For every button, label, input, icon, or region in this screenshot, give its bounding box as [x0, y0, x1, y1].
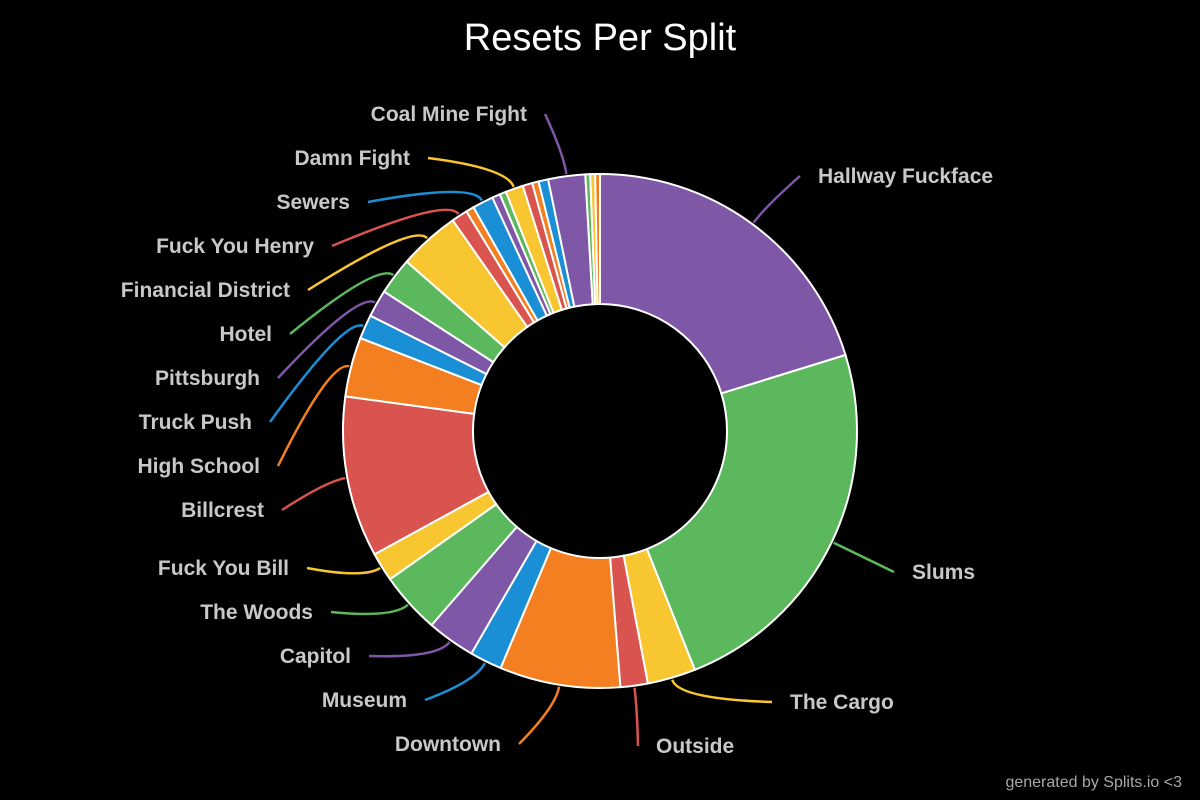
- leader-line-fuck-you-henry: [331, 208, 460, 248]
- slice-label-billcrest: Billcrest: [181, 499, 264, 522]
- slice-label-sewers: Sewers: [276, 191, 350, 214]
- leader-line-high-school: [276, 364, 350, 467]
- slice-label-hallway-fuckface: Hallway Fuckface: [818, 165, 993, 188]
- chart-labels: Hallway Fuckface Slums The Cargo Outside Dow…: [121, 103, 993, 758]
- leader-line-capitol: [368, 641, 451, 658]
- slice-label-hotel: Hotel: [220, 323, 273, 346]
- leader-line-fuck-you-bill: [306, 566, 381, 575]
- chart-title: Resets Per Split: [464, 17, 737, 59]
- leader-line-the-cargo: [671, 679, 773, 704]
- slice-label-capitol: Capitol: [280, 645, 351, 668]
- slice-label-truck-push: Truck Push: [139, 411, 252, 434]
- slice-hallway-fuckface: [599, 172, 847, 395]
- footer-credit: generated by Splits.io <3: [1005, 774, 1182, 791]
- leader-line-sewers: [367, 190, 484, 204]
- leader-line-pittsburgh: [277, 300, 376, 379]
- leader-line-hallway-fuckface: [752, 175, 801, 224]
- leader-line-downtown: [518, 686, 561, 745]
- leader-line-coal-mine-fight: [543, 113, 568, 175]
- slice-label-downtown: Downtown: [395, 733, 501, 756]
- leader-line-museum: [424, 662, 486, 702]
- slice-label-museum: Museum: [322, 689, 407, 712]
- slice-label-outside: Outside: [656, 735, 734, 758]
- leader-line-damn-fight: [427, 156, 515, 188]
- slice-label-financial-district: Financial District: [121, 279, 290, 302]
- leader-line-hotel: [289, 272, 395, 335]
- slice-unlabeled-27: [594, 172, 601, 306]
- slice-label-the-woods: The Woods: [200, 601, 313, 624]
- chart-leader-lines: [268, 113, 895, 747]
- leader-line-the-woods: [330, 603, 409, 616]
- leader-line-billcrest: [281, 476, 346, 512]
- chart-slices: [342, 172, 858, 689]
- slice-label-coal-mine-fight: Coal Mine Fight: [371, 103, 527, 126]
- slice-label-high-school: High School: [138, 455, 261, 478]
- leader-line-financial-district: [307, 234, 429, 292]
- slice-label-slums: Slums: [912, 561, 975, 584]
- slice-label-fuck-you-bill: Fuck You Bill: [158, 557, 289, 580]
- slice-label-fuck-you-henry: Fuck You Henry: [156, 235, 314, 258]
- slice-label-the-cargo: The Cargo: [790, 691, 894, 714]
- leader-line-slums: [833, 541, 895, 574]
- slice-label-pittsburgh: Pittsburgh: [155, 367, 260, 390]
- leader-line-truck-push: [268, 324, 364, 423]
- leader-line-outside: [633, 687, 640, 747]
- slice-label-damn-fight: Damn Fight: [295, 147, 411, 170]
- slice-slums: [645, 353, 858, 672]
